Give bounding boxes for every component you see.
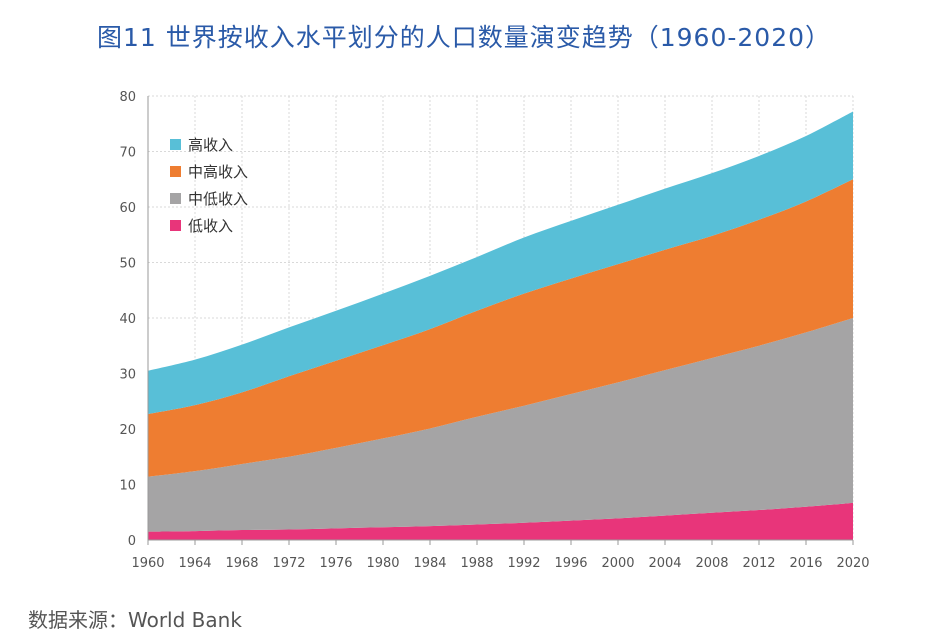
y-tick-label: 10 xyxy=(119,479,136,494)
x-tick-label: 1976 xyxy=(319,556,352,571)
chart-title: 图11 世界按收入水平划分的人口数量演变趋势（1960-2020） xyxy=(96,23,832,52)
legend-label: 中低收入 xyxy=(188,190,248,208)
area-upper-middle-income xyxy=(148,179,853,477)
area-high-income xyxy=(148,111,853,415)
y-tick-label: 60 xyxy=(119,201,136,216)
x-tick-label: 1964 xyxy=(178,556,211,571)
y-tick-label: 0 xyxy=(128,534,136,549)
x-tick-label: 1988 xyxy=(460,556,493,571)
y-tick-label: 50 xyxy=(119,257,136,272)
x-tick-label: 1972 xyxy=(272,556,305,571)
y-tick-label: 70 xyxy=(119,146,136,161)
x-tick-label: 2000 xyxy=(601,556,634,571)
area-series xyxy=(148,111,853,540)
x-tick-label: 1984 xyxy=(413,556,446,571)
x-tick-label: 1968 xyxy=(225,556,258,571)
x-tick-label: 1996 xyxy=(554,556,587,571)
x-tick-label: 2016 xyxy=(789,556,822,571)
legend-swatch xyxy=(170,193,181,204)
x-axis-ticks: 1960 1964 1968 1972 1976 1980 1984 1988 1992 1996… xyxy=(131,556,869,571)
y-axis-ticks: 0 10 20 30 40 50 60 70 80 xyxy=(119,90,136,549)
x-tick-label: 2004 xyxy=(648,556,681,571)
x-tick-label: 1992 xyxy=(507,556,540,571)
y-tick-label: 80 xyxy=(119,90,136,105)
legend-label: 高收入 xyxy=(188,136,233,154)
y-tick-label: 30 xyxy=(119,368,136,383)
x-tick-label: 1960 xyxy=(131,556,164,571)
legend-swatch xyxy=(170,139,181,150)
x-tick-label: 2012 xyxy=(742,556,775,571)
y-tick-label: 20 xyxy=(119,423,136,438)
x-tick-label: 2020 xyxy=(836,556,869,571)
x-tick-label: 1980 xyxy=(366,556,399,571)
y-tick-label: 40 xyxy=(119,312,136,327)
axes xyxy=(147,96,854,545)
x-tick-label: 2008 xyxy=(695,556,728,571)
legend-label: 中高收入 xyxy=(188,163,248,181)
area-lower-middle-income xyxy=(148,318,853,532)
area-low-income xyxy=(148,502,853,540)
source-note: 数据来源：World Bank xyxy=(28,608,242,632)
legend-swatch xyxy=(170,220,181,231)
legend-label: 低收入 xyxy=(188,217,233,235)
legend-swatch xyxy=(170,166,181,177)
